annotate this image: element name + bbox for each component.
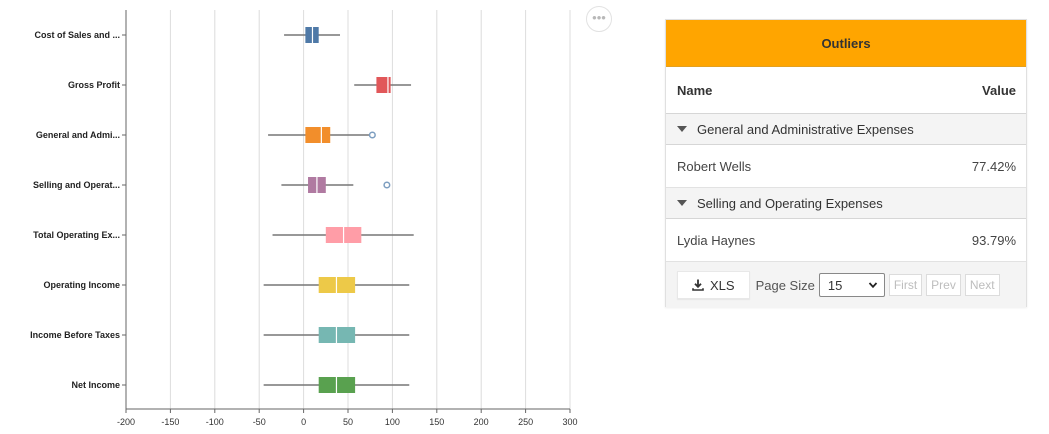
x-tick-label: -100 xyxy=(206,417,224,427)
column-headers: Name Value xyxy=(666,67,1026,114)
y-tick-label: Cost of Sales and ... xyxy=(34,30,120,40)
more-options-button[interactable]: ••• xyxy=(586,6,612,32)
caret-down-icon[interactable] xyxy=(677,200,687,206)
boxplot-svg: -200 -150 -100 -50 0 50 100 150 200 250 300 Cost of… xyxy=(30,10,578,427)
download-icon xyxy=(692,279,704,291)
box xyxy=(305,127,331,143)
group-label: Selling and Operating Expenses xyxy=(697,195,883,211)
more-icon: ••• xyxy=(592,10,606,25)
next-page-button[interactable]: Next xyxy=(964,274,1000,296)
group-row-general-admin[interactable]: General and Administrative Expenses xyxy=(666,114,1026,145)
x-tick-label: 150 xyxy=(429,417,444,427)
y-tick-label: Total Operating Ex... xyxy=(33,230,120,240)
caret-down-icon[interactable] xyxy=(677,126,687,132)
panel-title: Outliers xyxy=(666,20,1026,67)
x-tick-label: 200 xyxy=(474,417,489,427)
group-label: General and Administrative Expenses xyxy=(697,121,914,137)
y-tick-label: General and Admi... xyxy=(36,130,120,140)
x-tick-label: 100 xyxy=(385,417,400,427)
first-page-button[interactable]: First xyxy=(888,274,923,296)
y-tick-label: Operating Income xyxy=(43,280,120,290)
outliers-panel: Outliers Name Value General and Administ… xyxy=(665,19,1027,308)
boxplot-chart: -200 -150 -100 -50 0 50 100 150 200 250 300 Cost of… xyxy=(30,10,578,427)
y-tick-label: Income Before Taxes xyxy=(30,330,120,340)
y-tick-label: Selling and Operat... xyxy=(33,180,120,190)
y-tick-label: Gross Profit xyxy=(68,80,120,90)
box xyxy=(376,77,391,93)
row-value: 77.42% xyxy=(971,158,1016,174)
x-tick-label: -50 xyxy=(253,417,266,427)
outlier-point xyxy=(383,181,391,189)
x-tick-label: 50 xyxy=(343,417,353,427)
column-header-name[interactable]: Name xyxy=(677,82,713,98)
y-tick-label: Net Income xyxy=(71,380,120,390)
page-size-select[interactable]: 15 xyxy=(818,273,885,297)
table-row: Robert Wells 77.42% xyxy=(666,145,1026,188)
table-row: Lydia Haynes 93.79% xyxy=(666,219,1026,262)
export-xls-button[interactable]: XLS xyxy=(677,271,750,299)
x-tick-label: 250 xyxy=(518,417,533,427)
x-tick-label: -200 xyxy=(117,417,135,427)
x-tick-label: 300 xyxy=(562,417,577,427)
x-tick-label: 0 xyxy=(301,417,306,427)
chevron-down-icon xyxy=(868,282,878,289)
row-name: Robert Wells xyxy=(677,158,752,174)
pager: XLS Page Size 15 First Prev Next xyxy=(666,262,1026,308)
page-size-value: 15 xyxy=(827,277,843,293)
row-value: 93.79% xyxy=(971,232,1016,248)
export-label: XLS xyxy=(710,277,735,293)
row-name: Lydia Haynes xyxy=(677,232,756,248)
page-size-label: Page Size xyxy=(755,277,815,293)
prev-page-button[interactable]: Prev xyxy=(926,274,961,296)
x-tick-label: -150 xyxy=(161,417,179,427)
group-row-selling-operating[interactable]: Selling and Operating Expenses xyxy=(666,188,1026,219)
column-header-value[interactable]: Value xyxy=(982,82,1016,98)
outlier-point xyxy=(368,131,376,139)
